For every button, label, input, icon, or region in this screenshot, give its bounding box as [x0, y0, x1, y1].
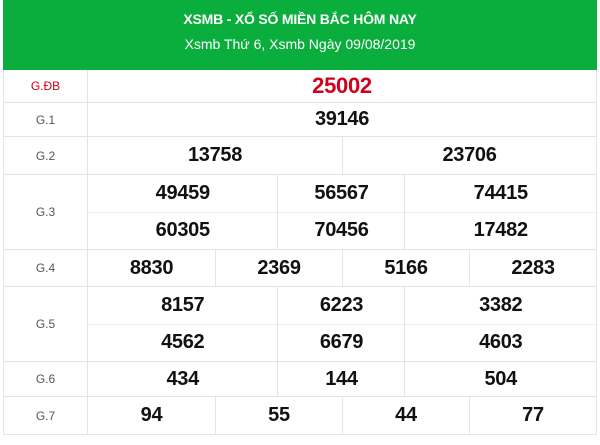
prize-number: 2369: [215, 250, 342, 286]
prize-number: 77: [469, 397, 596, 434]
prize-row: G.1 39146: [3, 103, 597, 137]
prize-line: 60305 70456 17482: [88, 211, 596, 249]
prize-label: G.4: [4, 250, 88, 286]
page-subtitle: Xsmb Thứ 6, Xsmb Ngày 09/08/2019: [184, 36, 416, 52]
results-table: XSMB - XỔ SỐ MIỀN BẮC HÔM NAY Xsmb Thứ 6…: [3, 0, 597, 435]
prize-number: 3382: [404, 287, 596, 324]
prize-label: G.1: [4, 103, 88, 136]
prize-number: 434: [166, 367, 199, 390]
prize-number: 6223: [277, 287, 404, 324]
prize-number: 504: [404, 362, 596, 396]
prize-line: 25002: [88, 70, 596, 102]
prize-line: 4562 6679 4603: [88, 323, 596, 361]
prize-number: 13758: [187, 144, 243, 166]
prize-line: 8157 6223 3382: [88, 287, 596, 324]
prize-line: 13758 23706: [88, 137, 596, 174]
prize-label: G.3: [4, 175, 88, 249]
prize-number: 4562: [161, 331, 205, 354]
prize-number: 8157: [161, 293, 205, 316]
page-title: XSMB - XỔ SỐ MIỀN BẮC HÔM NAY: [183, 11, 417, 27]
prize-row: G.3 49459 56567 74415 60305 70456 17482: [3, 175, 597, 250]
prize-line: 434 144 504: [88, 362, 596, 396]
prize-number: 60305: [155, 219, 210, 242]
prize-line: 8830 2369 5166 2283: [88, 250, 596, 286]
prize-number: 55: [215, 397, 342, 434]
prize-label: G.7: [4, 397, 88, 434]
prize-number: 4603: [404, 324, 596, 361]
prize-number: 70456: [277, 212, 404, 249]
results-header: XSMB - XỔ SỐ MIỀN BẮC HÔM NAY Xsmb Thứ 6…: [3, 0, 597, 70]
prize-label: G.ĐB: [4, 70, 88, 102]
prize-label: G.2: [4, 137, 88, 174]
prize-row: G.5 8157 6223 3382 4562 6679 4603: [3, 287, 597, 362]
prize-number: 25002: [312, 73, 372, 98]
prize-number: 39146: [314, 108, 370, 130]
prize-number: 17482: [404, 212, 596, 249]
prize-line: 39146: [88, 103, 596, 136]
prize-row: G.2 13758 23706: [3, 137, 597, 175]
prize-label: G.5: [4, 287, 88, 361]
prize-number: 23706: [342, 137, 596, 174]
prize-number: 144: [277, 362, 404, 396]
prize-number: 44: [342, 397, 469, 434]
prize-number: 49459: [155, 181, 210, 204]
prize-row: G.4 8830 2369 5166 2283: [3, 250, 597, 287]
prize-label: G.6: [4, 362, 88, 396]
prize-number: 74415: [404, 175, 596, 212]
prize-row: G.6 434 144 504: [3, 362, 597, 397]
prize-number: 6679: [277, 324, 404, 361]
prize-line: 94 55 44 77: [88, 397, 596, 434]
prize-line: 49459 56567 74415: [88, 175, 596, 212]
prize-row: G.ĐB 25002: [3, 70, 597, 103]
prize-number: 56567: [277, 175, 404, 212]
prize-number: 8830: [129, 256, 174, 279]
prize-number: 2283: [469, 250, 596, 286]
prize-number: 5166: [342, 250, 469, 286]
prize-number: 94: [140, 404, 163, 426]
prize-row: G.7 94 55 44 77: [3, 397, 597, 435]
